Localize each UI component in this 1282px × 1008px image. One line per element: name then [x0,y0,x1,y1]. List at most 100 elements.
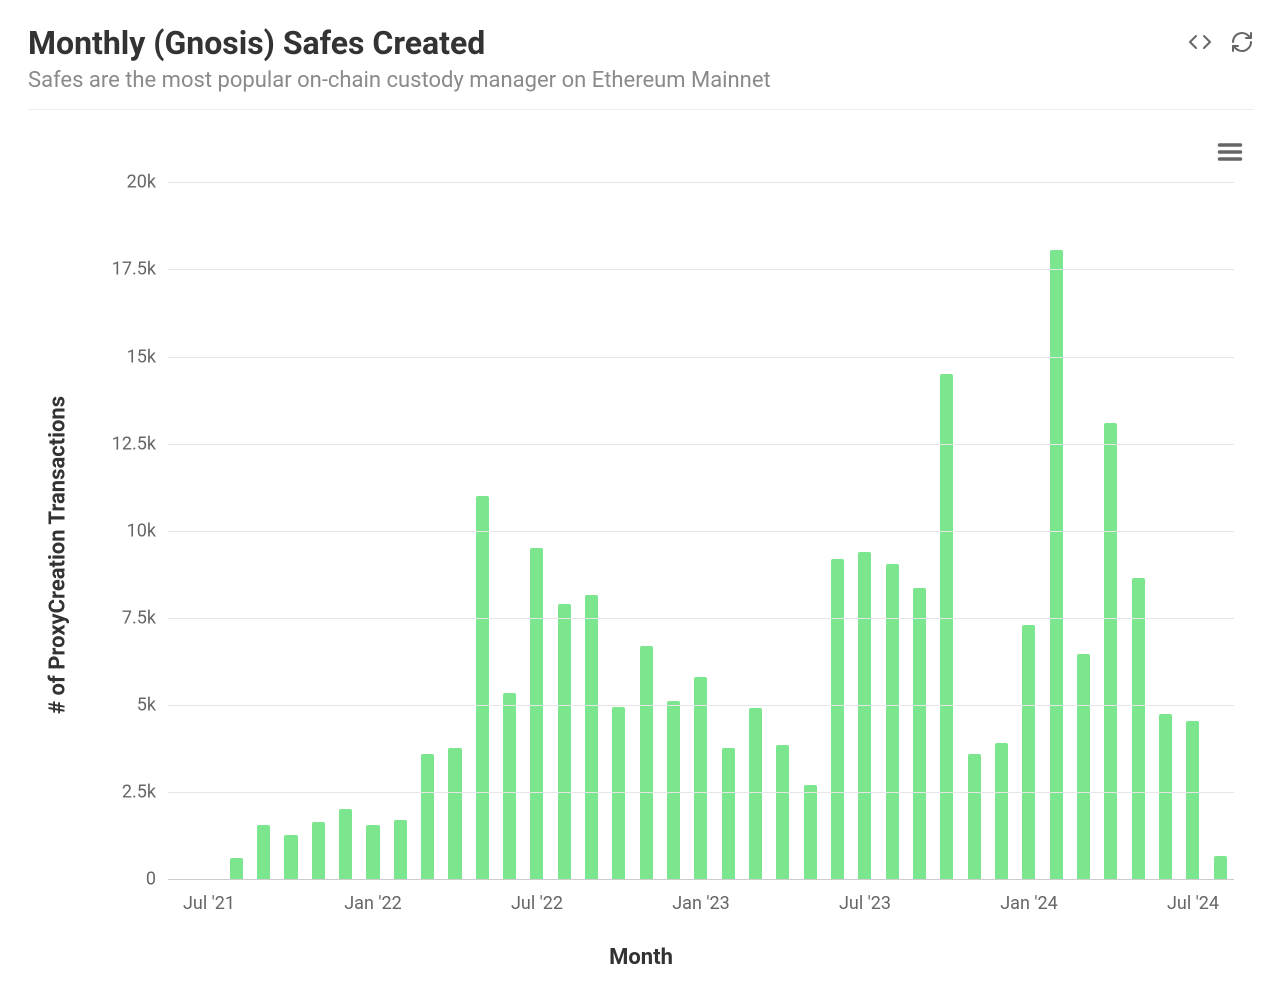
x-tick-label: Jan '23 [672,879,730,914]
bar-slot [988,165,1015,879]
bar-slot [441,165,468,879]
bar-slot [1043,165,1070,879]
bar-slot [332,165,359,879]
bar[interactable] [448,748,461,879]
y-tick-label: 17.5k [112,259,168,280]
x-tick-label: Jul '23 [839,879,891,914]
gridline [168,705,1234,706]
y-tick-label: 15k [127,346,168,367]
bar[interactable] [284,835,297,879]
bar[interactable] [804,785,817,879]
bar-slot [769,165,796,879]
bar[interactable] [1186,721,1199,879]
bar-slot [1179,165,1206,879]
y-tick-label: 2.5k [122,781,168,802]
bar[interactable] [913,588,926,879]
x-tick-label: Jan '22 [344,879,402,914]
header-action-icons [1188,24,1254,58]
bar-slot [1097,165,1124,879]
bar[interactable] [530,548,543,879]
refresh-icon[interactable] [1230,30,1254,58]
bar[interactable] [1159,714,1172,879]
bar[interactable] [312,822,325,879]
bar-slot [660,165,687,879]
bar-slot [168,165,195,879]
y-tick-label: 0 [146,869,168,890]
embed-code-icon[interactable] [1188,30,1212,58]
bar[interactable] [257,825,270,879]
bar[interactable] [339,809,352,879]
bar[interactable] [558,604,571,879]
bar-slot [906,165,933,879]
bar-slot [797,165,824,879]
bar-slot [223,165,250,879]
bar[interactable] [421,754,434,879]
gridline [168,357,1234,358]
gridline [168,792,1234,793]
bar-slot [1015,165,1042,879]
bar-slot [1124,165,1151,879]
chart-widget: Monthly (Gnosis) Safes Created Safes are… [0,0,1282,1008]
bar[interactable] [1077,654,1090,879]
bar[interactable] [585,595,598,879]
x-tick-label: Jan '24 [1000,879,1058,914]
bar-slot [961,165,988,879]
bar-slot [523,165,550,879]
gridline [168,531,1234,532]
bar[interactable] [1050,250,1063,879]
plot-container: 02.5k5k7.5k10k12.5k15k17.5k20kJul '21Jan… [168,165,1234,880]
bar[interactable] [394,820,407,879]
bar-slot [387,165,414,879]
widget-header: Monthly (Gnosis) Safes Created Safes are… [28,24,1254,110]
y-tick-label: 20k [127,172,168,193]
y-axis-title: # of ProxyCreation Transactions [46,396,71,714]
bar-slot [305,165,332,879]
bar[interactable] [503,693,516,879]
bar[interactable] [831,559,844,879]
bar[interactable] [776,745,789,879]
bar[interactable] [722,748,735,879]
bar-slot [1152,165,1179,879]
gridline [168,444,1234,445]
bar[interactable] [1022,625,1035,879]
bar-slot [605,165,632,879]
chart-subtitle: Safes are the most popular on-chain cust… [28,68,1188,93]
bar[interactable] [995,743,1008,879]
bar[interactable] [667,701,680,879]
bar-slot [277,165,304,879]
y-tick-label: 5k [137,694,168,715]
bar-slot [250,165,277,879]
chart-area: # of ProxyCreation Transactions 02.5k5k7… [28,120,1254,990]
bar-slot [578,165,605,879]
bar-slot [1206,165,1233,879]
bar[interactable] [1132,578,1145,879]
bar[interactable] [886,564,899,879]
gridline [168,182,1234,183]
bar[interactable] [1214,856,1227,879]
bar-slot [551,165,578,879]
bar[interactable] [858,552,871,879]
bar-slot [1070,165,1097,879]
bar[interactable] [476,496,489,879]
header-text-block: Monthly (Gnosis) Safes Created Safes are… [28,24,1188,93]
bar-slot [879,165,906,879]
y-tick-label: 12.5k [112,433,168,454]
y-tick-label: 10k [127,520,168,541]
plot: 02.5k5k7.5k10k12.5k15k17.5k20kJul '21Jan… [168,165,1234,880]
bar[interactable] [968,754,981,879]
bar[interactable] [749,708,762,879]
bar-slot [715,165,742,879]
bar-slot [742,165,769,879]
x-tick-label: Jul '21 [183,879,235,914]
gridline [168,618,1234,619]
bar-slot [496,165,523,879]
bar-slot [687,165,714,879]
bar[interactable] [1104,423,1117,879]
bar[interactable] [694,677,707,879]
bar[interactable] [940,374,953,879]
bar[interactable] [366,825,379,879]
bar[interactable] [230,858,243,879]
bar-slot [933,165,960,879]
bar[interactable] [640,646,653,879]
bar-slot [851,165,878,879]
